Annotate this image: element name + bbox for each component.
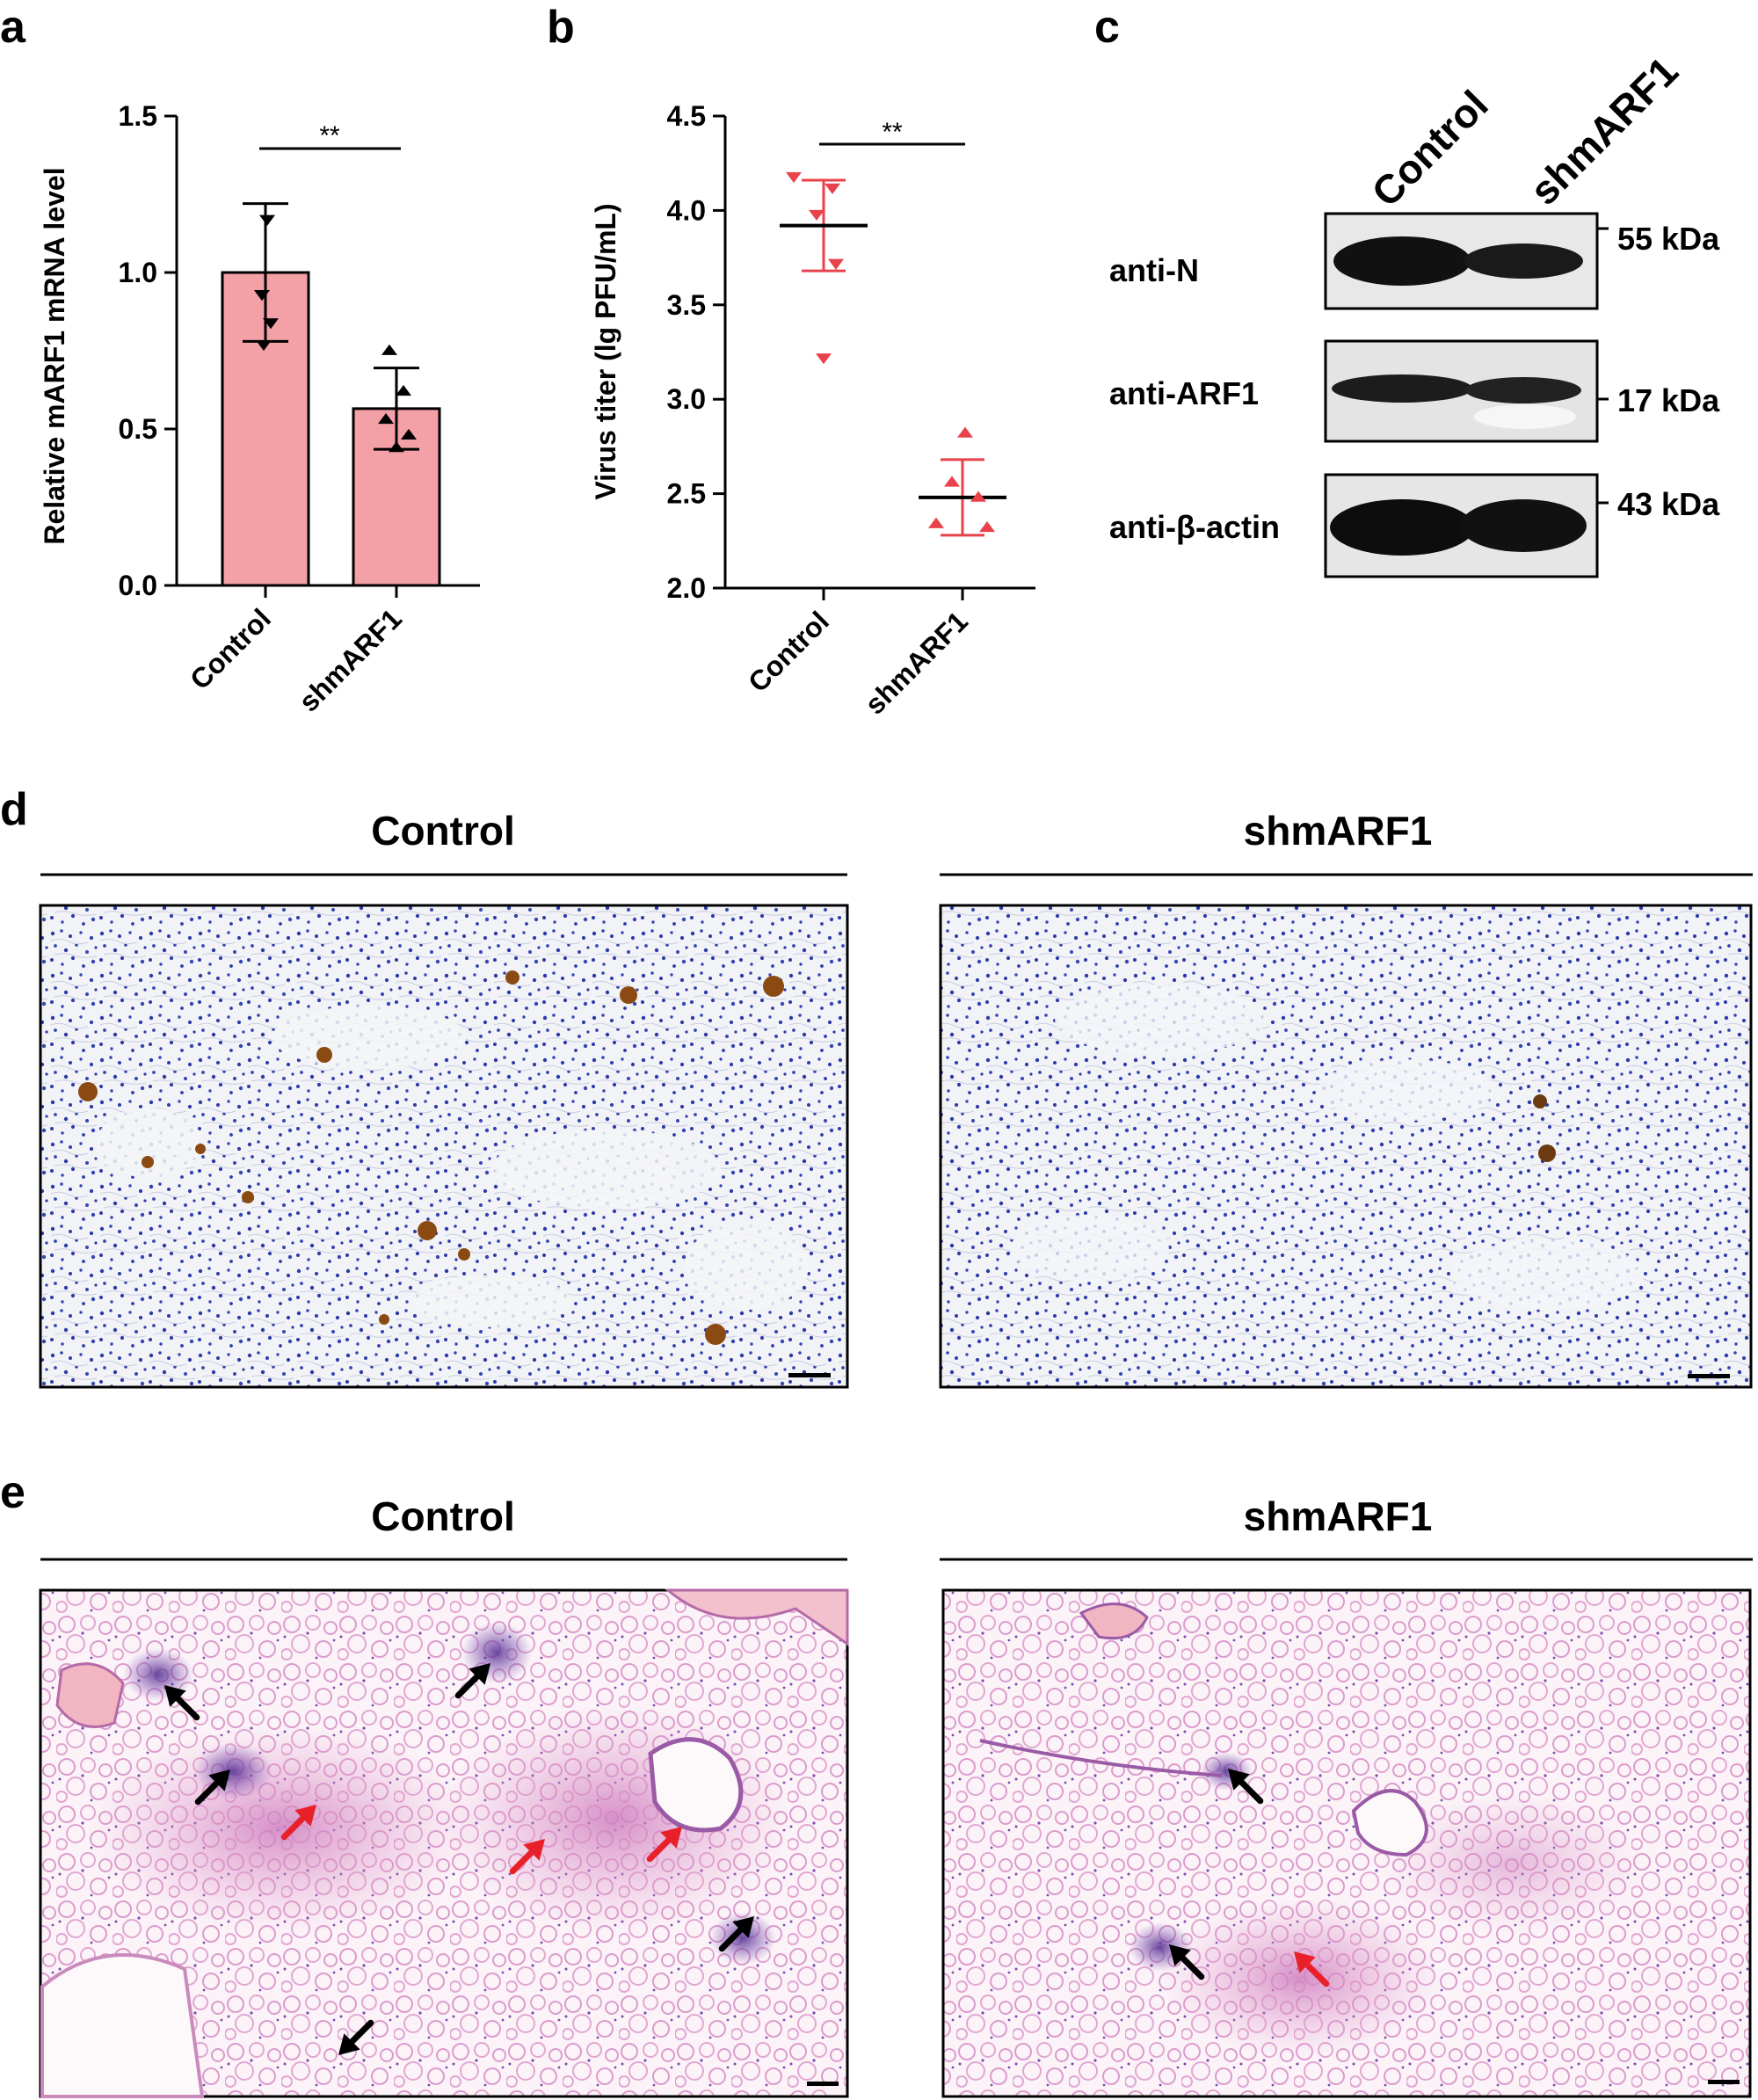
pathology-arrowhead xyxy=(208,1769,230,1791)
x-tick-label: Control xyxy=(184,602,277,695)
blot-column-shmarf1: shmARF1 xyxy=(1521,47,1687,214)
ihc-image-shmarf1 xyxy=(939,904,1753,1389)
panel-label-e: e xyxy=(0,1467,25,1518)
scale-bar xyxy=(1688,1374,1730,1378)
blot-band xyxy=(1464,243,1583,279)
panel-label-b: b xyxy=(547,2,575,53)
data-point xyxy=(809,209,825,221)
blot-artifact xyxy=(1474,404,1576,429)
panel-d: Control shmARF1 xyxy=(39,808,1753,1389)
blot-label-anti-beta-actin: anti-β-actin xyxy=(1109,509,1280,545)
chart-a: Relative mARF1 mRNA level 0.0 0.5 1.0 1.5 C… xyxy=(39,100,480,718)
data-point xyxy=(389,441,404,453)
data-point xyxy=(944,476,960,487)
x-tick-label: Control xyxy=(742,605,835,698)
pathology-arrowhead xyxy=(1169,1944,1191,1966)
pathology-arrowhead xyxy=(1294,1951,1316,1973)
y-tick-label: 2.0 xyxy=(667,572,706,604)
panel-d-right-title: shmARF1 xyxy=(1244,808,1433,854)
data-point xyxy=(381,344,397,355)
he-features xyxy=(40,1588,849,2098)
scale-bar xyxy=(788,1373,831,1377)
data-point xyxy=(816,353,832,365)
pathology-arrowhead xyxy=(294,1805,316,1827)
pathology-arrowhead xyxy=(1228,1769,1250,1791)
y-tick-label: 4.0 xyxy=(667,194,706,226)
y-tick-label: 1.0 xyxy=(119,257,157,288)
y-tick-label: 3.0 xyxy=(667,383,706,415)
panel-e-left-title: Control xyxy=(371,1493,515,1539)
panel-d-left-title: Control xyxy=(371,808,515,854)
y-tick-label: 4.5 xyxy=(667,100,706,132)
pathology-arrowhead xyxy=(469,1663,490,1685)
data-point xyxy=(256,340,272,352)
significance-label: ** xyxy=(319,121,340,150)
scale-bar xyxy=(1708,2080,1740,2084)
data-point xyxy=(928,517,944,528)
kda-label: 43 kDa xyxy=(1617,486,1720,522)
y-axis-label: Relative mARF1 mRNA level xyxy=(39,167,70,544)
blot-band xyxy=(1332,374,1472,403)
y-tick-label: 0.5 xyxy=(119,413,157,445)
data-point xyxy=(401,428,417,440)
x-tick-label: shmARF1 xyxy=(859,605,974,720)
ihc-positive-stain xyxy=(1533,1094,1556,1162)
chart-b: Virus titer (lg PFU/mL) 2.0 2.5 3.0 3.5 4.0 4… xyxy=(590,100,1035,721)
data-point xyxy=(263,318,279,330)
y-axis-label: Virus titer (lg PFU/mL) xyxy=(590,203,621,499)
panel-label-d: d xyxy=(0,784,28,835)
pathology-arrowhead xyxy=(523,1839,545,1861)
y-tick-label: 3.5 xyxy=(667,289,706,321)
pathology-arrowhead xyxy=(732,1916,754,1938)
y-tick-label: 2.5 xyxy=(667,478,706,510)
data-point xyxy=(957,426,973,438)
blot-band xyxy=(1460,499,1587,552)
data-point xyxy=(378,413,394,425)
pathology-arrowhead xyxy=(164,1685,186,1707)
panel-label-c: c xyxy=(1094,2,1120,53)
panel-label-a: a xyxy=(0,2,26,53)
data-point xyxy=(970,490,986,502)
blot-column-control: Control xyxy=(1362,82,1496,215)
blot-band xyxy=(1333,236,1471,286)
data-point xyxy=(254,290,270,302)
data-point xyxy=(825,183,840,194)
kda-label: 17 kDa xyxy=(1617,382,1720,418)
blot-band xyxy=(1465,377,1581,403)
data-point xyxy=(979,520,995,533)
blot-label-anti-n: anti-N xyxy=(1109,252,1199,288)
data-point xyxy=(786,171,802,184)
western-blot: Control shmARF1 anti-N 55 kDa anti-ARF1 … xyxy=(1109,47,1720,578)
panel-e: Control shmARF1 xyxy=(39,1493,1753,2098)
kda-label: 55 kDa xyxy=(1617,221,1720,257)
blot-band xyxy=(1330,499,1474,556)
y-tick-label: 1.5 xyxy=(119,100,157,132)
ihc-empty-spaces xyxy=(1011,985,1644,1310)
panel-e-right-title: shmARF1 xyxy=(1244,1493,1433,1539)
pathology-arrowhead xyxy=(338,2033,360,2055)
data-point xyxy=(259,214,275,226)
x-tick-label: shmARF1 xyxy=(293,602,408,717)
data-point xyxy=(396,384,411,396)
pathology-arrowhead xyxy=(660,1827,682,1849)
significance-label: ** xyxy=(882,118,903,147)
y-tick-label: 0.0 xyxy=(119,570,157,601)
scale-bar xyxy=(807,2082,839,2086)
ihc-positive-stain xyxy=(78,970,784,1345)
blot-label-anti-arf1: anti-ARF1 xyxy=(1109,375,1259,411)
he-features xyxy=(979,1602,1644,2057)
data-point xyxy=(828,258,844,270)
